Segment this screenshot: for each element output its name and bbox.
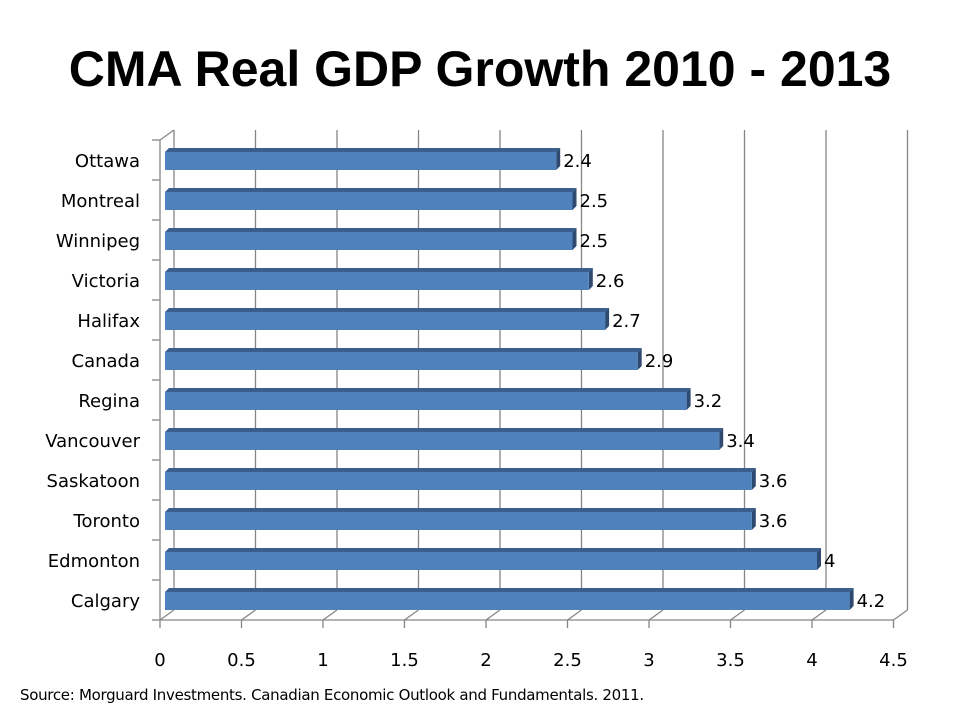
x-tick-label: 4 bbox=[806, 650, 817, 671]
bar bbox=[165, 392, 687, 410]
category-label: Halifax bbox=[77, 311, 140, 332]
category-label: Vancouver bbox=[45, 431, 140, 452]
x-tick-label: 1 bbox=[317, 650, 328, 671]
bar-top bbox=[165, 548, 821, 552]
bar-top bbox=[165, 348, 642, 352]
data-label: 3.6 bbox=[759, 471, 788, 492]
data-label: 4 bbox=[824, 551, 835, 572]
bar-side bbox=[849, 588, 854, 610]
data-label: 3.4 bbox=[726, 431, 755, 452]
bar-top bbox=[165, 188, 577, 192]
category-label: Canada bbox=[72, 351, 141, 372]
x-tick-label: 3.5 bbox=[716, 650, 745, 671]
x-tick-label: 2 bbox=[480, 650, 491, 671]
floor-gridline bbox=[241, 609, 256, 621]
bar-top bbox=[165, 428, 724, 432]
floor-gridline bbox=[404, 609, 419, 621]
bar bbox=[165, 472, 752, 490]
bar bbox=[165, 232, 573, 250]
floor-gridline bbox=[322, 609, 338, 621]
bar-top bbox=[165, 268, 593, 272]
floor-gridline bbox=[648, 609, 664, 621]
source-note: Source: Morguard Investments. Canadian E… bbox=[20, 686, 644, 704]
x-tick-label: 2.5 bbox=[553, 650, 582, 671]
bar-top bbox=[165, 308, 610, 312]
x-tick-label: 3 bbox=[643, 650, 654, 671]
bar-side bbox=[605, 308, 610, 330]
bar bbox=[165, 312, 606, 330]
floor-gridline bbox=[485, 609, 501, 621]
floor-gridline bbox=[159, 609, 175, 621]
bar-side bbox=[556, 148, 561, 170]
bar bbox=[165, 592, 850, 610]
data-label: 4.2 bbox=[857, 591, 886, 612]
bar bbox=[165, 152, 557, 170]
bar-side bbox=[637, 348, 642, 370]
bar-top bbox=[165, 388, 691, 392]
floor-gridline bbox=[893, 609, 908, 621]
bar bbox=[165, 552, 817, 570]
floor-gridline bbox=[730, 609, 745, 621]
x-tick-label: 4.5 bbox=[879, 650, 908, 671]
data-label: 2.9 bbox=[645, 351, 674, 372]
bar-side bbox=[588, 268, 593, 290]
bar bbox=[165, 352, 638, 370]
data-label: 2.5 bbox=[580, 191, 609, 212]
bar-side bbox=[751, 468, 756, 490]
bar bbox=[165, 272, 589, 290]
bar-side bbox=[686, 388, 691, 410]
category-label: Montreal bbox=[61, 191, 140, 212]
bar-top bbox=[165, 468, 756, 472]
category-label: Edmonton bbox=[48, 551, 140, 572]
y-axis-top bbox=[159, 129, 175, 141]
floor-gridline bbox=[567, 609, 582, 621]
chart-title: CMA Real GDP Growth 2010 - 2013 bbox=[68, 41, 892, 97]
bar-top bbox=[165, 588, 854, 592]
bar bbox=[165, 192, 573, 210]
bar-top bbox=[165, 228, 577, 232]
bar-side bbox=[572, 228, 577, 250]
data-label: 2.4 bbox=[563, 151, 592, 172]
bar-side bbox=[817, 548, 821, 570]
category-label: Victoria bbox=[72, 271, 140, 292]
category-label: Ottawa bbox=[75, 151, 140, 172]
bar-side bbox=[751, 508, 756, 530]
bar bbox=[165, 512, 752, 530]
x-tick-label: 0.5 bbox=[227, 650, 256, 671]
x-tick-label: 0 bbox=[154, 650, 165, 671]
data-label: 3.6 bbox=[759, 511, 788, 532]
data-label: 2.7 bbox=[612, 311, 641, 332]
category-label: Calgary bbox=[71, 591, 140, 612]
x-tick-label: 1.5 bbox=[390, 650, 419, 671]
bar-top bbox=[165, 508, 756, 512]
data-label: 3.2 bbox=[694, 391, 723, 412]
bar-side bbox=[572, 188, 577, 210]
data-label: 2.5 bbox=[580, 231, 609, 252]
bar-top bbox=[165, 148, 561, 152]
category-label: Winnipeg bbox=[56, 231, 140, 252]
bar bbox=[165, 432, 720, 450]
category-label: Toronto bbox=[73, 511, 140, 532]
category-label: Regina bbox=[78, 391, 140, 412]
floor-gridline bbox=[811, 609, 827, 621]
bar-side bbox=[719, 428, 724, 450]
data-label: 2.6 bbox=[596, 271, 625, 292]
category-label: Saskatoon bbox=[47, 471, 140, 492]
